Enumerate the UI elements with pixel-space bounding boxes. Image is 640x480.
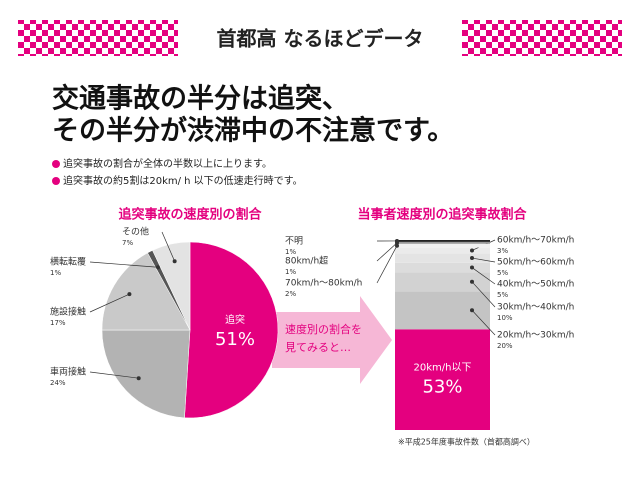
slice-value: 7%	[122, 239, 133, 247]
segment-value: 2%	[285, 290, 296, 298]
segment-label: 70km/h～80km/h	[285, 279, 362, 289]
slice-label: その他	[122, 226, 149, 238]
bar-segment	[395, 272, 490, 292]
pie-slice	[152, 241, 191, 331]
checker-left	[18, 20, 178, 56]
segment-value: 53%	[422, 377, 462, 398]
segment-label: 20km/h以下	[414, 363, 472, 374]
arrow-text: 速度別の割合を	[285, 322, 362, 336]
header-title: 首都高 なるほどデータ	[217, 27, 424, 51]
bar-segment	[395, 240, 490, 242]
chart-title: 追突事故の速度別の割合	[118, 207, 262, 223]
leader-line	[376, 242, 398, 262]
bar-segment	[395, 291, 490, 330]
bullet-dot	[52, 177, 60, 185]
segment-label: 40km/h～50km/h	[497, 280, 574, 290]
slice-value: 1%	[50, 269, 61, 277]
segment-label: 20km/h～30km/h	[497, 331, 574, 341]
headline: 交通事故の半分は追突、	[52, 83, 349, 115]
bar-segment	[395, 241, 490, 244]
footnote: ※平成25年度事故件数（首都高調べ）	[398, 437, 535, 447]
slice-value: 51%	[215, 329, 255, 350]
leader-line	[471, 257, 496, 263]
pie-slice	[101, 329, 191, 419]
segment-value: 1%	[285, 248, 296, 256]
leader-dot	[172, 259, 177, 264]
bar-segment	[395, 243, 490, 248]
segment-label: 不明	[285, 236, 303, 247]
bar-segment	[395, 262, 490, 273]
leader-line	[89, 293, 130, 313]
segment-value: 5%	[497, 291, 508, 299]
slice-label: 追突	[225, 313, 245, 326]
leader-dot	[136, 376, 141, 381]
leader-line	[161, 231, 175, 262]
segment-label: 80km/h超	[285, 255, 328, 267]
leader-dot	[127, 292, 132, 297]
slice-label: 車両接触	[50, 366, 86, 378]
leader-line	[471, 310, 496, 336]
bullet: 追突事故の割合が全体の半数以上に上ります。	[63, 157, 272, 170]
segment-value: 20%	[497, 342, 513, 350]
segment-label: 30km/h～40km/h	[497, 303, 574, 313]
leader-dot	[156, 265, 161, 270]
checker-right	[462, 20, 622, 56]
arrow-text: 見てみると…	[285, 341, 351, 354]
chart-title: 当事者速度別の追突事故割合	[357, 207, 527, 223]
leader-line	[376, 245, 398, 284]
leader-line	[471, 267, 496, 285]
leader-line	[89, 261, 159, 268]
bar-segment	[395, 253, 490, 263]
slice-value: 17%	[50, 319, 66, 327]
segment-value: 10%	[497, 314, 513, 322]
headline: その半分が渋滞中の不注意です。	[52, 115, 454, 147]
bar-segment	[395, 247, 490, 254]
arrow	[272, 296, 392, 384]
bar-segment	[395, 329, 490, 430]
segment-value: 5%	[497, 269, 508, 277]
segment-value: 1%	[285, 268, 296, 276]
segment-label: 50km/h～60km/h	[497, 258, 574, 268]
leader-line	[471, 281, 496, 308]
segment-label: 60km/h～70km/h	[497, 236, 574, 246]
leader-line	[89, 371, 139, 379]
pie-slice	[184, 241, 279, 419]
segment-value: 3%	[497, 247, 508, 255]
slice-label: 横転転覆	[50, 256, 86, 268]
bullet: 追突事故の約5割は20km/ h 以下の低速走行時です。	[63, 174, 303, 187]
slice-label: 施設接触	[50, 306, 86, 318]
bullet-dot	[52, 160, 60, 168]
slice-value: 24%	[50, 379, 66, 387]
pie-slice	[101, 252, 191, 331]
